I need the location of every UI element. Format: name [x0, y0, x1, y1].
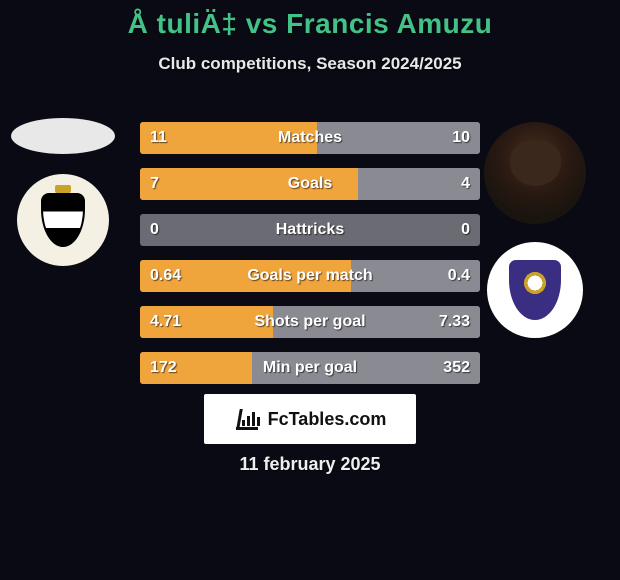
player1-photo [11, 118, 115, 154]
stat-row: Shots per goal4.717.33 [140, 306, 480, 338]
stat-value-left: 0 [150, 214, 159, 246]
stat-bar-left [140, 260, 351, 292]
brand-box: FcTables.com [204, 394, 416, 444]
date-text: 11 february 2025 [0, 454, 620, 475]
stat-bar-left [140, 122, 317, 154]
brand-logo-icon [234, 405, 262, 433]
page-title: Å tuliÄ‡ vs Francis Amuzu [0, 0, 620, 40]
stats-chart: Matches1110 Goals74 Hattricks0 0 Goals per m… [140, 122, 480, 384]
stat-bar-right [351, 260, 480, 292]
stat-row: Goals74 [140, 168, 480, 200]
stat-bar-left [140, 352, 252, 384]
stat-bar-right [358, 168, 480, 200]
club1-shield-icon [41, 193, 85, 247]
stat-row: Min per goal172352 [140, 352, 480, 384]
stat-bar-right [273, 306, 480, 338]
stat-row: Goals per match0.640.4 [140, 260, 480, 292]
stat-bar-left [140, 306, 273, 338]
stat-value-right: 0 [461, 214, 470, 246]
stat-bar-right [252, 352, 480, 384]
brand-text: FcTables.com [268, 409, 387, 430]
infographic-root: Å tuliÄ‡ vs Francis Amuzu Club competiti… [0, 0, 620, 580]
stat-bar-left [140, 168, 358, 200]
player1-club-badge [17, 174, 109, 266]
player2-club-badge [487, 242, 583, 338]
stat-label: Hattricks [140, 214, 480, 246]
brand-logo-bars [242, 412, 260, 426]
stat-row: Matches1110 [140, 122, 480, 154]
right-column [480, 122, 590, 338]
stat-row: Hattricks0 0 [140, 214, 480, 246]
player2-photo [484, 122, 586, 224]
stat-bar-right [317, 122, 480, 154]
subtitle: Club competitions, Season 2024/2025 [0, 54, 620, 74]
left-column [8, 118, 118, 266]
club2-shield-icon [506, 257, 564, 323]
